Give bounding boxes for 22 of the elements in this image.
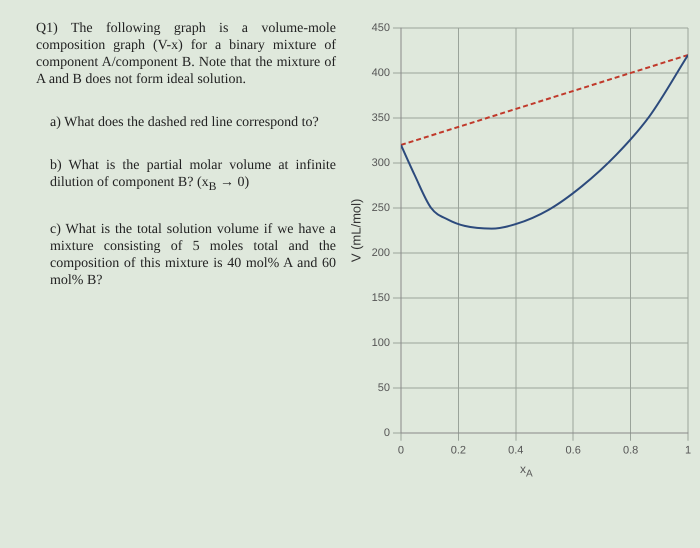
y-tick-label: 250 [372,202,390,214]
y-tick-label: 350 [372,112,390,124]
x-tick-label: 0 [398,444,404,456]
y-tick-label: 300 [372,156,390,169]
x-tick-label: 0.8 [622,444,638,456]
x-tick-label: 0.2 [450,444,466,456]
y-tick-label: 450 [372,22,390,34]
text: Q1) The following graph is a volume-mole composition graph (V-x) for a binary mixture of component A/component B. Note that the mixture of A and B does not form ideal solution. [36,20,336,88]
text: b) What is the partial molar volume at infinite dilution of component B? (x$_{B}$ → 0) [50,157,336,195]
text: c) What is the total solution volume if we have a mixture consisting of 5 moles total and the composition of this mixture is 40 mol% A and 60 mol% B? [50,220,336,289]
y-tick-label: 50 [378,382,390,394]
y-tick-label: 150 [372,292,390,304]
x-tick-label: 0.4 [508,444,524,456]
x-tick-label: 1 [684,444,692,456]
x-axis-title: x$_{A}$ [520,462,533,480]
y-tick-label: 100 [372,336,390,349]
y-axis-title: V (mL/mol) [348,198,364,262]
x-tick-label: 0.6 [566,444,581,456]
text: a) What does the dashed red line correspond to? [50,114,320,131]
y-tick-label: 200 [372,246,390,259]
y-tick-label: 400 [372,67,390,80]
y-tick-label: 0 [384,426,390,439]
